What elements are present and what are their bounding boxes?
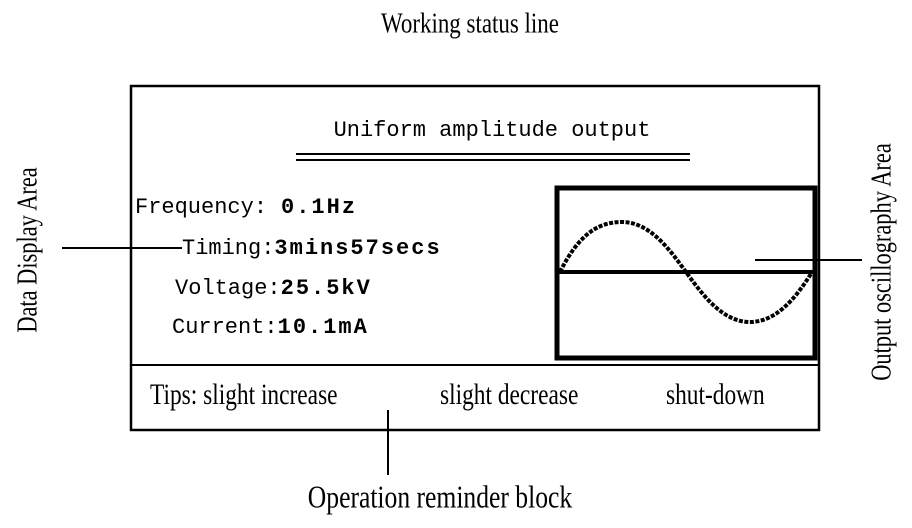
- tip: shut-down: [666, 377, 765, 410]
- row-value: 0.1Hz: [281, 195, 357, 220]
- row-label: Voltage:: [175, 276, 281, 301]
- row-value: 25.5kV: [281, 276, 372, 301]
- left-annotation: Data Display Area: [12, 167, 43, 332]
- screen-title: Uniform amplitude output: [334, 118, 651, 143]
- row-label: Timing:: [182, 236, 274, 261]
- data-rows: Frequency: 0.1Hz Timing: 3mins57secs Voltage…: [135, 195, 441, 340]
- bottom-annotation: Operation reminder block: [308, 480, 573, 515]
- status-line-title: Working status line: [381, 7, 559, 39]
- screen-frame: [129, 84, 821, 432]
- sine-wave: [558, 219, 814, 325]
- tip: slight decrease: [440, 377, 578, 410]
- right-annotation: Output oscillography Area: [866, 143, 897, 381]
- row-label: Current:: [172, 315, 278, 340]
- row-value: 3mins57secs: [274, 236, 441, 261]
- tip: Tips: slight increase: [150, 377, 338, 410]
- row-label: Frequency:: [135, 195, 267, 220]
- row-value: 10.1mA: [278, 315, 369, 340]
